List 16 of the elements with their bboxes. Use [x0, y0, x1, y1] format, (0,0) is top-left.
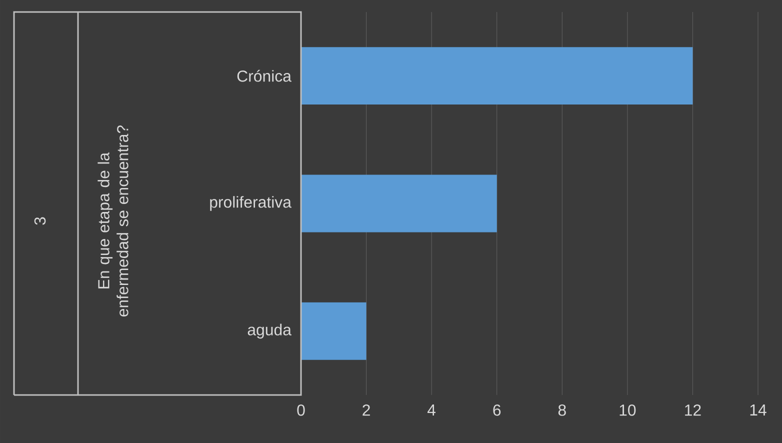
- x-tick-label: 6: [493, 404, 501, 416]
- x-tick-label: 8: [558, 404, 566, 416]
- x-tick-label: 2: [362, 404, 370, 416]
- bar: [301, 47, 693, 105]
- x-tick-label: 12: [685, 404, 701, 416]
- bar: [301, 174, 497, 232]
- y-tick-label: Crónica: [237, 70, 292, 82]
- x-tick-label: 10: [620, 404, 636, 416]
- text: 3: [34, 217, 46, 225]
- x-tick-label: 14: [750, 404, 766, 416]
- bar: [301, 302, 366, 360]
- y-tick-label: aguda: [248, 324, 292, 339]
- y-tick-label: proliferativa: [210, 196, 292, 211]
- text: En que etapa de la enfermedad se encuentra?: [98, 125, 128, 316]
- x-tick-label: 4: [428, 404, 436, 416]
- x-tick-label: 0: [297, 404, 305, 416]
